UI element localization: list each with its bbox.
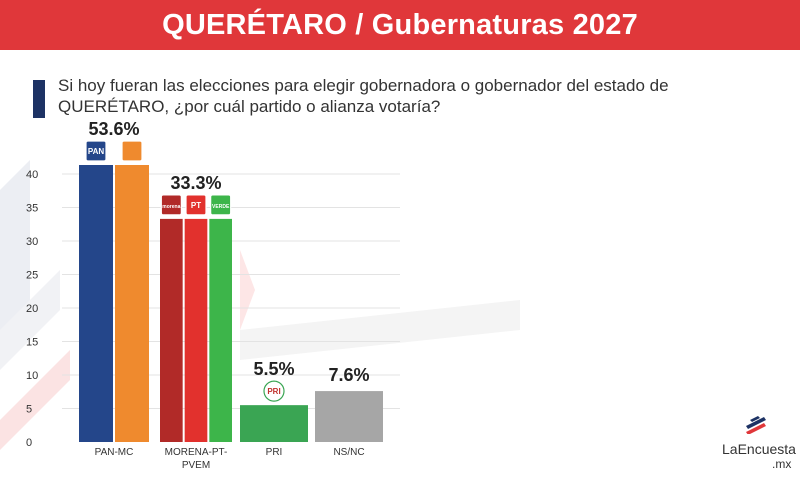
category-label: NS/NC [333,447,364,458]
morena-logo-icon [160,194,182,216]
morena-logo-icon-label: morena [162,204,180,210]
mc-logo-icon [121,140,143,162]
y-tick-label: 5 [26,404,32,416]
bar-pt [184,218,208,442]
pt-logo-icon-label: PT [191,201,201,210]
y-tick-label: 0 [26,437,32,449]
laencuesta-logo: LaEncuesta .mx [722,412,800,474]
page-title: QUERÉTARO / Gubernaturas 2027 [162,8,638,41]
bar-pvem [209,218,232,442]
pvem-logo-icon [210,194,232,216]
value-label: 53.6% [88,119,139,139]
pvem-logo-icon-label: VERDE [212,204,230,210]
value-label: 7.6% [328,365,369,385]
y-tick-label: 40 [26,169,38,181]
category-label: PRI [266,447,283,458]
title-banner: QUERÉTARO / Gubernaturas 2027 [0,0,800,50]
y-tick-label: 15 [26,337,38,349]
question-accent-bar [33,80,45,118]
bar-pan [79,165,113,442]
pan-logo-icon-label: PAN [88,147,105,156]
laencuesta-mark-icon [746,416,766,434]
bar-mc [115,165,149,442]
y-tick-label: 35 [26,203,38,215]
bar-nsnc [315,391,383,442]
category-label: PAN-MC [95,447,134,458]
pan-logo-icon [85,140,107,162]
y-tick-label: 25 [26,270,38,282]
category-label: PVEM [182,460,210,471]
y-tick-label: 10 [26,370,38,382]
pri-logo-icon-label: PRI [267,387,280,396]
value-label: 5.5% [253,359,294,379]
pri-logo-icon [263,380,285,402]
brand-name: LaEncuesta [722,441,796,457]
category-label: MORENA-PT- [165,447,228,458]
y-tick-label: 30 [26,236,38,248]
y-tick-label: 20 [26,303,38,315]
value-label: 33.3% [170,173,221,193]
pt-logo-icon [185,194,207,216]
bar-morena [160,218,183,442]
bar-pri [240,405,308,442]
survey-question: Si hoy fueran las elecciones para elegir… [58,76,669,116]
brand-domain: .mx [772,457,792,471]
